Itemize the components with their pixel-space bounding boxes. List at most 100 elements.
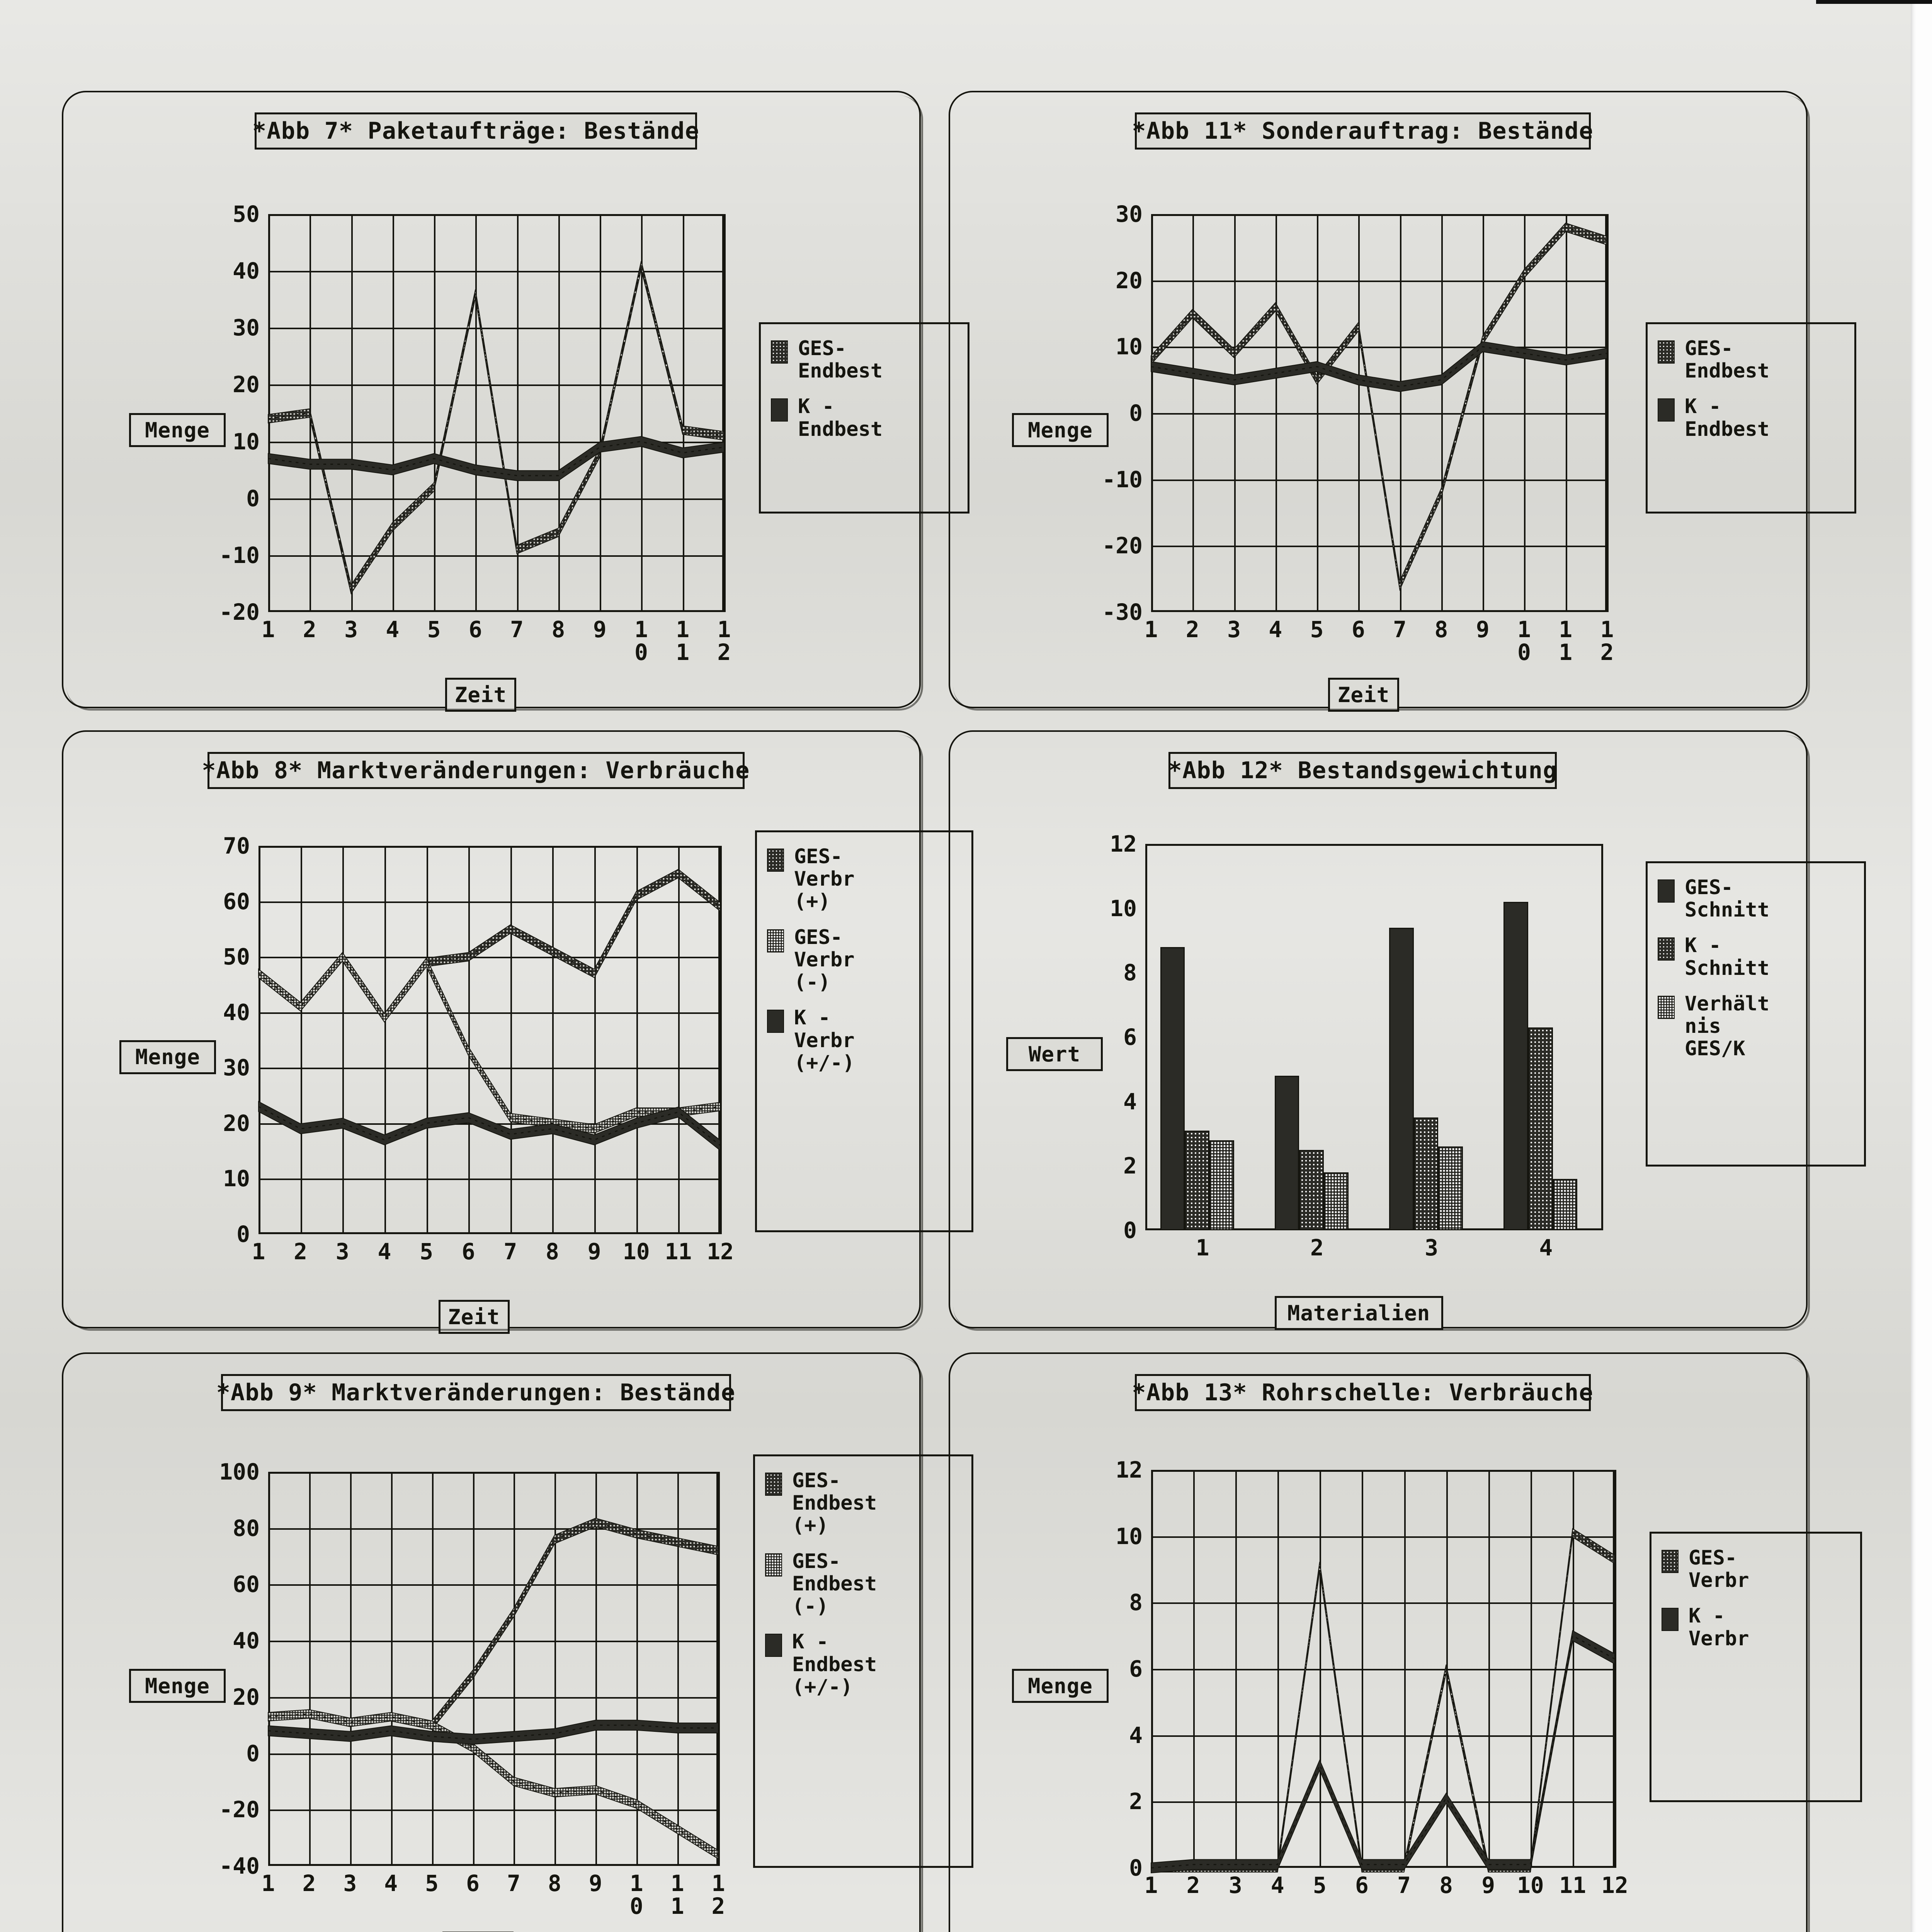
series-trace-abb9-2 [268, 1725, 718, 1740]
legend-swatch-hatch-icon [1658, 995, 1675, 1019]
gridline-horizontal [259, 1179, 720, 1180]
gridline-horizontal [268, 271, 724, 273]
y-axis-tick: -10 [219, 542, 260, 568]
gridline-vertical [1483, 214, 1485, 612]
x-axis-tick: 2 [1310, 1235, 1324, 1261]
y-axis-label-abb7: Menge [129, 413, 229, 453]
gridline-horizontal [259, 901, 720, 903]
y-axis-tick: 10 [1116, 1523, 1143, 1549]
legend-label: K - Endbest (+/-) [792, 1630, 877, 1699]
label-shadow [1019, 1701, 1112, 1709]
label-shadow [262, 148, 701, 155]
gridline-horizontal [268, 1528, 718, 1530]
series-ribbon-abb9-0 [268, 1518, 719, 1730]
y-axis-tick: -10 [1102, 466, 1143, 493]
figure-panel-abb7: *Abb 7* Paketaufträge: Bestände 50 40 30 20 1… [62, 91, 969, 718]
plot-area-abb13: 12 10 8 6 4 2 0 1 2 3 4 5 6 7 8 9 10 11 12 [1116, 1457, 1628, 1897]
x-axis-tick: 8 [545, 1238, 559, 1265]
series-trace-abb9-1 [268, 1713, 719, 1855]
y-axis-label-abb8: Menge [119, 1040, 219, 1080]
gridline-vertical [718, 1472, 720, 1866]
gridline-horizontal [268, 1697, 718, 1699]
y-axis-label-abb9: Menge [129, 1669, 229, 1709]
gridline-vertical [1320, 1470, 1321, 1868]
x-axis-tick: 5 [1310, 616, 1324, 643]
label-text: *Abb 13* Rohrschelle: Verbräuche [1132, 1379, 1594, 1406]
series-layer [268, 261, 724, 595]
gridline-vertical [517, 214, 519, 612]
legend-swatch-dots-icon [771, 340, 788, 364]
x-axis-tick: 4 [1269, 616, 1282, 643]
plot-area-abb8: 70 60 50 40 30 20 10 0 1 2 3 4 5 6 7 8 9 10 11 12 [223, 833, 734, 1263]
x-axis-tick: 7 [510, 616, 524, 643]
x-axis-tick: 8 [1439, 1872, 1453, 1898]
gridline-vertical [558, 214, 560, 612]
y-axis-tick: 100 [219, 1459, 260, 1485]
gridline-horizontal [1151, 413, 1607, 415]
label-shadow [1014, 1069, 1106, 1077]
x-axis-tick: 3 [343, 1870, 357, 1896]
y-axis-tick: 0 [246, 1740, 260, 1767]
legend-item: GES- Verbr (-) [767, 926, 961, 994]
x-axis-tick: 2 [1186, 1872, 1200, 1898]
label-shadow [136, 445, 229, 453]
legend-item: GES- Endbest [771, 337, 957, 382]
gridline-horizontal [1151, 280, 1607, 282]
x-axis-label-abb12: Materialien [1274, 1296, 1447, 1336]
x-axis-tick: 4 [1539, 1235, 1553, 1261]
y-axis-label-abb11: Menge [1012, 413, 1112, 453]
plot-frame [1145, 844, 1603, 1230]
gridline-vertical [678, 846, 680, 1234]
plot-area-abb11: 30 20 10 0 -10 -20 -30 1 2 3 4 5 6 7 8 9 1 0 1 1 1 2 [1102, 201, 1614, 664]
x-axis-tick: 3 [335, 1238, 349, 1265]
plot-frame [259, 846, 720, 1234]
x-axis-tick: 2 [302, 1870, 316, 1896]
x-axis-label-abb8: Zeit [438, 1300, 513, 1340]
y-axis-label-abb12: Wert [1006, 1037, 1106, 1077]
series-ribbon-abb7-0 [268, 261, 724, 595]
legend-item: K - Verbr (+/-) [767, 1007, 961, 1074]
figure-title-abb9: *Abb 9* Marktveränderungen: Bestände [216, 1374, 735, 1417]
figure-title-abb11: *Abb 11* Sonderauftrag: Bestände [1132, 112, 1594, 155]
x-axis-tick: 1 [252, 1238, 265, 1265]
legend-label: K - Verbr [1689, 1604, 1749, 1650]
gridline-vertical [1607, 214, 1609, 612]
gridline-horizontal [259, 957, 720, 959]
x-axis-tick: 4 [386, 616, 400, 643]
y-axis-tick: 4 [1129, 1722, 1143, 1748]
legend-item: K - Endbest (+/-) [765, 1631, 961, 1698]
gridline-vertical [384, 846, 386, 1234]
bar-abb12-s2-c1 [1324, 1172, 1349, 1230]
x-axis-tick: 11 [1559, 1872, 1586, 1898]
y-axis-tick: 50 [233, 201, 260, 227]
y-axis-tick: 30 [233, 315, 260, 341]
plot-frame [268, 214, 724, 612]
x-axis-tick: 9 [1481, 1872, 1495, 1898]
x-axis-tick: 8 [551, 616, 565, 643]
gridline-vertical [636, 846, 638, 1234]
y-axis-tick: 60 [223, 888, 250, 915]
legend-label: GES- Endbest (-) [792, 1549, 877, 1618]
plot-area-abb12: 12 10 8 6 4 2 0 1 2 3 4 [1110, 831, 1603, 1259]
series-ribbon-abb13-0 [1151, 1528, 1615, 1872]
x-axis-tick: 6 [461, 1238, 475, 1265]
x-axis-tick: 4 [1270, 1872, 1284, 1898]
legend-abb7: GES- Endbest K - Endbest [759, 322, 969, 514]
series-layer [1151, 1528, 1615, 1874]
x-axis-label-abb11: Zeit [1328, 678, 1403, 718]
legend-item: K - Endbest [771, 395, 957, 440]
label-shadow [136, 1701, 229, 1709]
legend-label: K - Endbest [798, 395, 883, 441]
y-axis-tick: 40 [233, 1628, 260, 1654]
bar-abb12-s1-c3 [1528, 1027, 1553, 1230]
x-axis-tick: 12 [707, 1238, 734, 1265]
gridline-vertical [468, 846, 470, 1234]
label-shadow [214, 787, 748, 795]
x-axis-tick: 7 [503, 1238, 517, 1265]
gridline-vertical [434, 214, 436, 612]
